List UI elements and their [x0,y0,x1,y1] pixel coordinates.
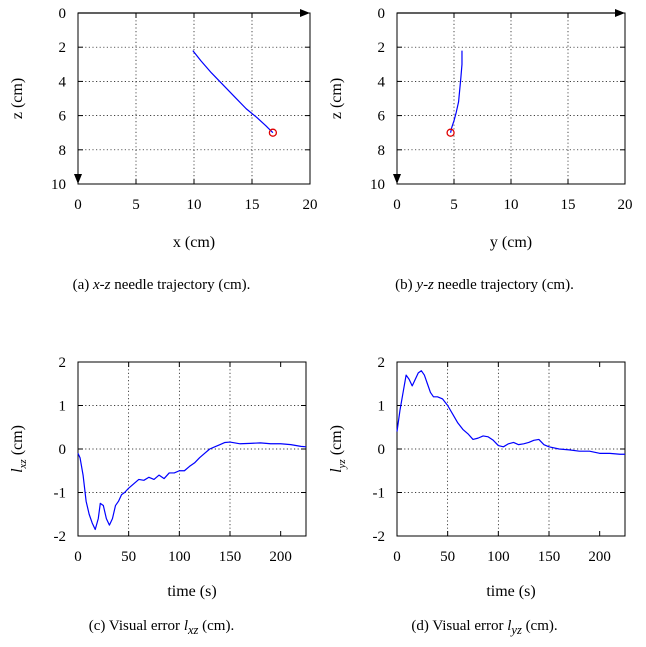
x-tick-label: 5 [450,197,458,213]
y-tick-label: 10 [370,177,385,193]
x-tick-label: 100 [168,549,191,565]
x-tick-label: 20 [303,197,318,213]
x-axis-arrow [300,9,310,17]
x-tick-label: 50 [440,549,455,565]
x-tick-label: 150 [219,549,242,565]
y-axis-label: z (cm) [328,78,345,119]
caption-d: (d) Visual error lyz (cm). [411,618,558,637]
plot-frame [77,361,307,537]
z-axis-arrow [74,174,82,184]
series-line [449,50,463,133]
y-tick-label: 0 [59,6,67,22]
chart-visual-error-lyz: 0 50 100 150 200 2 1 0 -1 -2 time (s) lyz (cm) [328,355,626,600]
x-tick-label: 15 [245,197,260,213]
y-tick-label: -1 [373,486,386,502]
y-tick-label: -2 [54,529,67,545]
x-tick-label: 0 [74,549,82,565]
x-axis-arrow [615,9,625,17]
x-tick-label: 0 [74,197,82,213]
x-tick-label: 150 [538,549,561,565]
y-tick-label: 1 [59,399,67,415]
chart-visual-error-lxz: 0 50 100 150 200 2 1 0 -1 -2 time (s) lxz (cm) [9,355,307,600]
x-axis-label: time (s) [167,583,216,600]
y-axis-label: lyz (cm) [328,425,348,473]
y-tick-label: -2 [373,529,386,545]
z-axis-arrow [393,174,401,184]
y-tick-label: 4 [378,74,386,90]
y-tick-label: 6 [59,109,67,125]
x-tick-label: 10 [187,197,202,213]
x-tick-label: 0 [393,197,401,213]
x-tick-label: 20 [618,197,633,213]
x-tick-label: 50 [121,549,136,565]
target-marker [446,128,455,137]
x-tick-label: 10 [504,197,519,213]
chart-xz-trajectory: 0 5 10 15 20 0 2 4 6 8 10 x (cm) z (cm) [9,6,318,251]
y-tick-label: 2 [59,40,67,56]
y-tick-label: 0 [378,442,386,458]
y-tick-label: 2 [378,40,386,56]
axis-arrows [393,9,625,184]
x-axis-label: x (cm) [173,234,215,251]
caption-b: (b) y-z needle trajectory (cm). [395,277,574,293]
x-tick-label: 0 [393,549,401,565]
y-tick-label: 0 [59,442,67,458]
y-tick-label: 8 [378,143,386,159]
x-tick-label: 200 [269,549,292,565]
y-axis-label: lxz (cm) [9,425,29,473]
x-axis-label: time (s) [486,583,535,600]
target-marker [268,128,278,137]
chart-yz-trajectory: 0 5 10 15 20 0 2 4 6 8 10 y (cm) z (cm) [328,6,633,251]
series-line [192,50,274,134]
y-tick-label: -1 [54,486,67,502]
y-tick-label: 0 [378,6,386,22]
y-tick-label: 2 [59,355,67,371]
caption-c: (c) Visual error lxz (cm). [88,618,235,637]
axis-arrows [74,9,310,184]
x-tick-label: 100 [487,549,510,565]
x-tick-label: 5 [132,197,140,213]
y-axis-label: z (cm) [9,78,26,119]
series-line [396,370,625,455]
caption-a: (a) x-z needle trajectory (cm). [72,277,251,293]
y-tick-label: 4 [59,74,67,90]
y-tick-label: 2 [378,355,386,371]
plot-frame [396,361,626,537]
x-tick-label: 15 [561,197,576,213]
x-tick-label: 200 [588,549,611,565]
y-tick-label: 10 [51,177,66,193]
series-line [77,441,307,531]
y-tick-label: 6 [378,109,386,125]
y-tick-label: 1 [378,399,386,415]
x-axis-label: y (cm) [490,234,532,251]
y-tick-label: 8 [59,143,67,159]
